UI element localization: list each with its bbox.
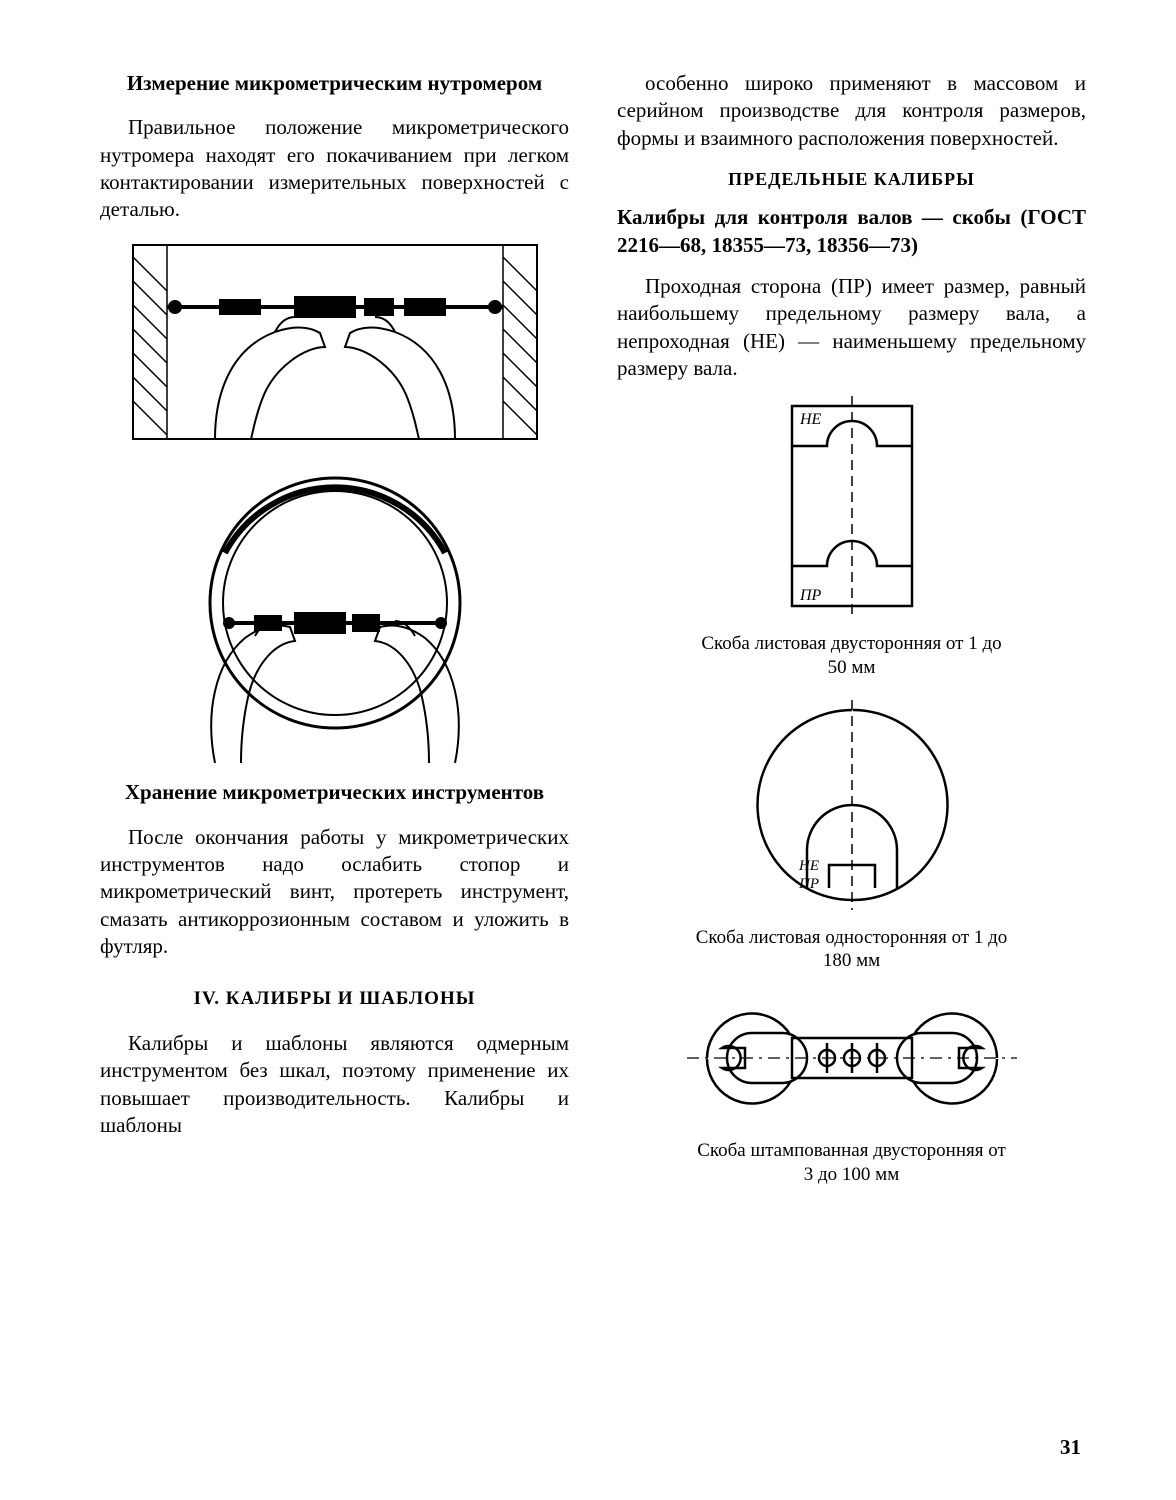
label-pr: ПР bbox=[799, 587, 822, 604]
para-storage: После окончания работы у микро­метрическ… bbox=[100, 824, 569, 960]
caption-snap-single-sheet: Скоба листовая одно­сторонняя от 1 до 18… bbox=[692, 926, 1012, 974]
heading-measure: Измерение микрометрическим нутромером bbox=[100, 70, 569, 96]
figure-bore-gauge-ring bbox=[100, 463, 569, 763]
label-pr-2: ПР bbox=[798, 876, 819, 892]
caption-snap-double-sheet: Скоба листовая двусторонняя от 1 до 50 м… bbox=[692, 632, 1012, 680]
gost-reference: Калибры для контроля валов — скобы (ГОСТ… bbox=[617, 204, 1086, 259]
heading-limit-gauges: ПРЕДЕЛЬНЫЕ КАЛИБРЫ bbox=[617, 168, 1086, 191]
heading-storage: Хранение микрометрических инструментов bbox=[100, 779, 569, 805]
label-ne: НЕ bbox=[799, 411, 822, 428]
para-gauges-intro: Калибры и шаблоны являются од­мерным инс… bbox=[100, 1030, 569, 1139]
caption-snap-stamped: Скоба штампованная дву­сторонняя от 3 до… bbox=[692, 1139, 1012, 1187]
figure-bore-gauge-flat bbox=[100, 237, 569, 447]
label-ne-2: НЕ bbox=[798, 858, 819, 874]
figure-snap-gauge-double-sheet: НЕ ПР bbox=[617, 396, 1086, 616]
section-iv-heading: IV. КАЛИБРЫ И ШАБЛОНЫ bbox=[100, 988, 569, 1010]
figure-snap-gauge-stamped bbox=[617, 993, 1086, 1123]
figure-snap-gauge-single-sheet: НЕ ПР bbox=[617, 700, 1086, 910]
para-pr-ne: Проходная сторона (ПР) имеет размер, рав… bbox=[617, 273, 1086, 382]
para-gauges-cont: особенно широко применяют в массо­вом и … bbox=[617, 70, 1086, 152]
para-measure: Правильное положение микромет­рического … bbox=[100, 114, 569, 223]
page-number: 31 bbox=[1060, 1435, 1081, 1460]
